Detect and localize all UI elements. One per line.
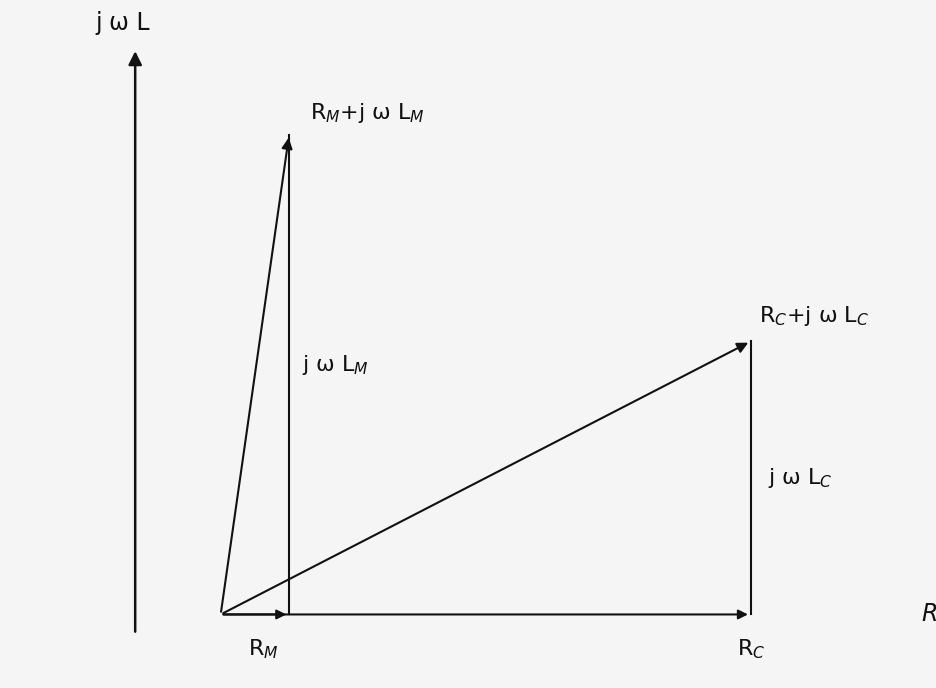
Text: j ω L: j ω L: [95, 11, 150, 35]
Text: j ω L$_C$: j ω L$_C$: [768, 466, 832, 490]
Text: R$_M$: R$_M$: [248, 638, 279, 661]
Text: j ω L$_M$: j ω L$_M$: [302, 353, 369, 377]
Text: R$_C$+j ω L$_C$: R$_C$+j ω L$_C$: [759, 304, 870, 328]
Text: R$_C$: R$_C$: [737, 638, 765, 661]
Text: R: R: [922, 603, 936, 627]
Text: R$_M$+j ω L$_M$: R$_M$+j ω L$_M$: [311, 101, 425, 125]
